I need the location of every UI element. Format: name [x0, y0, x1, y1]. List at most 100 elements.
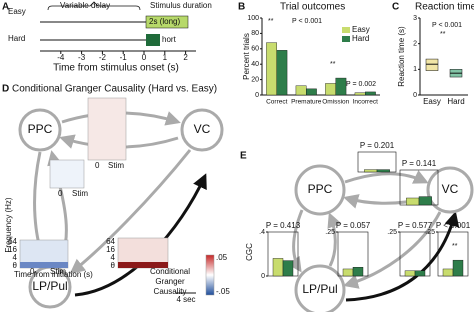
row-label: Hard [8, 34, 25, 43]
chart-title: Reaction time [415, 2, 474, 13]
legend-label: Hard [352, 34, 369, 43]
bar [282, 260, 294, 277]
x-tick-label: Incorrect [353, 99, 378, 106]
colorbar-tick: -.05 [216, 287, 230, 296]
y-tick-label: 0 [413, 92, 417, 99]
y-label: Percent trials [242, 33, 251, 80]
freq-tick: 16 [106, 245, 115, 254]
time-label: Stim [108, 161, 124, 170]
panel-d: D Conditional Granger Causality (Hard vs… [2, 84, 224, 309]
chart-title: P = 0.201 [360, 141, 395, 150]
node-label: VC [442, 182, 459, 196]
x-tick-label: -3 [78, 53, 86, 62]
x-label: Time from initiation (s) [14, 270, 93, 279]
bar [418, 196, 432, 206]
y-tick-label: 0 [255, 92, 259, 99]
bar [365, 91, 376, 96]
freq-tick: θ [111, 261, 116, 270]
colorbar-title: Granger [155, 277, 185, 286]
freq-tick: θ [13, 261, 18, 270]
time-label: 0 [30, 267, 35, 276]
panel-label: C [392, 2, 399, 13]
bar [276, 50, 288, 96]
arrow [343, 211, 442, 289]
spectrogram-band [20, 262, 68, 268]
panel-label: E [240, 151, 247, 162]
time-label: Stim [72, 189, 88, 198]
bar [342, 268, 354, 277]
panel-label: D [2, 84, 9, 95]
y-tick-label: 40 [251, 61, 259, 68]
chart-title: P = 0.577 [398, 221, 433, 230]
bar [376, 169, 390, 173]
annotation: ** [330, 61, 336, 68]
arrow [69, 149, 192, 274]
spectrogram [87, 97, 127, 161]
x-tick-label: Correct [266, 99, 288, 106]
node [180, 108, 224, 152]
x-tick-label: 0 [142, 53, 147, 62]
arrow [327, 212, 342, 267]
y-tick-label: 2 [413, 41, 417, 48]
bar [406, 197, 420, 206]
annotation: P < 0.001 [432, 22, 462, 29]
y-tick-label: 60 [251, 46, 259, 53]
bar [414, 270, 426, 277]
y-label: Reaction time (s) [397, 26, 406, 87]
y-tick-label: .25 [425, 229, 435, 236]
colorbar-title: Causality [154, 287, 187, 296]
panel-label: B [238, 2, 245, 13]
x-tick-label: Omission [322, 99, 349, 106]
annotation: ** [268, 18, 274, 25]
chart-title: Trial outcomes [280, 2, 345, 13]
x-tick-label: Premature [291, 99, 322, 106]
legend-swatch [342, 36, 350, 42]
y-tick-label: 80 [251, 30, 259, 37]
chart-title: P = 0.057 [336, 221, 371, 230]
panel-title: Conditional Granger Causality (Hard vs. … [12, 84, 217, 95]
time-label: 0 [95, 161, 100, 170]
colorbar-tick: .05 [216, 253, 228, 262]
y-tick-label: 1 [413, 66, 417, 73]
arrow [74, 173, 207, 297]
chart-title: P < 0.001 [436, 221, 471, 230]
y-label: Frequency (Hz) [4, 197, 13, 252]
annotation: ** [452, 243, 458, 250]
bar [352, 267, 364, 277]
spectrogram-band [118, 262, 168, 268]
node-label: LP/Pul [32, 279, 67, 293]
brace [47, 1, 141, 11]
x-tick-label: Easy [423, 97, 441, 106]
bar [306, 88, 317, 96]
x-tick-label: 2 [183, 53, 188, 62]
bar [354, 92, 366, 96]
node [426, 166, 474, 214]
y-tick-label: 100 [247, 15, 259, 22]
legend-swatch [342, 27, 350, 33]
arrow [344, 170, 429, 184]
stim-long [145, 15, 189, 29]
freq-tick: 4 [111, 253, 116, 262]
bar [364, 169, 378, 173]
y-tick-label: 3 [413, 15, 417, 22]
bar [442, 268, 454, 277]
stim-short [146, 34, 160, 46]
chart-title: P = 0.141 [402, 159, 437, 168]
freq-tick: 64 [8, 237, 17, 246]
bar [266, 42, 277, 96]
node [294, 164, 346, 216]
x-tick-label: -4 [57, 53, 65, 62]
node-label: PPC [308, 182, 333, 196]
node [294, 264, 346, 312]
box [425, 58, 439, 71]
x-tick-label: 1 [163, 53, 168, 62]
y-tick-label: .4 [259, 229, 265, 236]
bar [272, 258, 284, 277]
node [18, 108, 62, 152]
x-tick-label: -1 [120, 53, 128, 62]
annotation: P = 0.002 [346, 81, 376, 88]
long-label: 2s (long) [149, 17, 180, 26]
scale-label: 4 sec [176, 295, 195, 304]
x-tick-label: -2 [99, 53, 107, 62]
